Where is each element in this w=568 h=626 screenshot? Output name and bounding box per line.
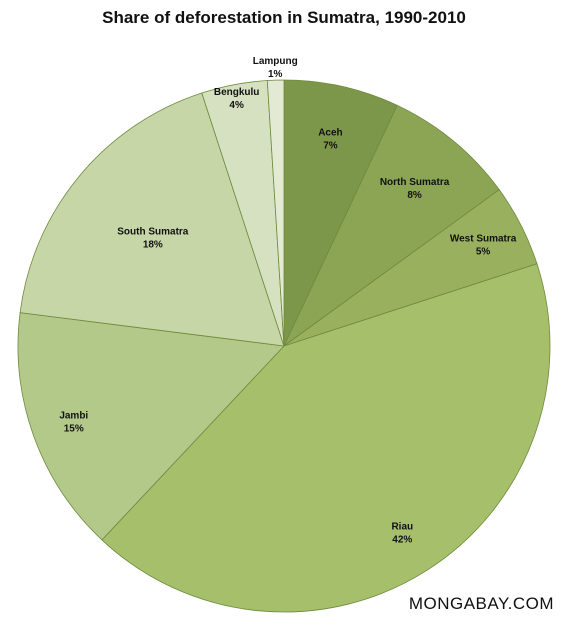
slice-label: Lampung — [253, 56, 298, 67]
pie-slice-lampung — [266, 79, 285, 347]
slice-label: North Sumatra — [380, 177, 450, 188]
pie-slice-north-sumatra — [283, 104, 500, 347]
slice-label: West Sumatra — [450, 234, 517, 245]
watermark: MONGABAY.COM — [408, 594, 554, 613]
slice-label: Aceh — [318, 127, 342, 138]
slice-value-label: 7% — [323, 140, 338, 151]
slice-value-label: 4% — [229, 100, 244, 111]
slice-label: Jambi — [59, 411, 88, 422]
pie-slices — [17, 79, 551, 613]
pie-slice-south-sumatra — [19, 92, 285, 347]
pie-slice-riau — [101, 263, 551, 613]
slice-value-label: 1% — [268, 69, 283, 80]
slice-value-label: 42% — [392, 534, 412, 545]
pie-slice-aceh — [283, 79, 398, 347]
slice-value-label: 18% — [143, 239, 163, 250]
chart-title: Share of deforestation in Sumatra, 1990-… — [102, 8, 466, 27]
slice-value-label: 5% — [476, 247, 491, 258]
slice-value-label: 15% — [64, 424, 84, 435]
slice-label: South Sumatra — [117, 226, 189, 237]
slice-label: Bengkulu — [214, 87, 260, 98]
slice-labels: Aceh 7% North Sumatra 8% West Sumatra 5% Riau 4… — [59, 56, 516, 546]
pie-slice-jambi — [17, 312, 285, 541]
slice-label: Riau — [391, 521, 413, 532]
slice-value-label: 8% — [407, 190, 422, 201]
